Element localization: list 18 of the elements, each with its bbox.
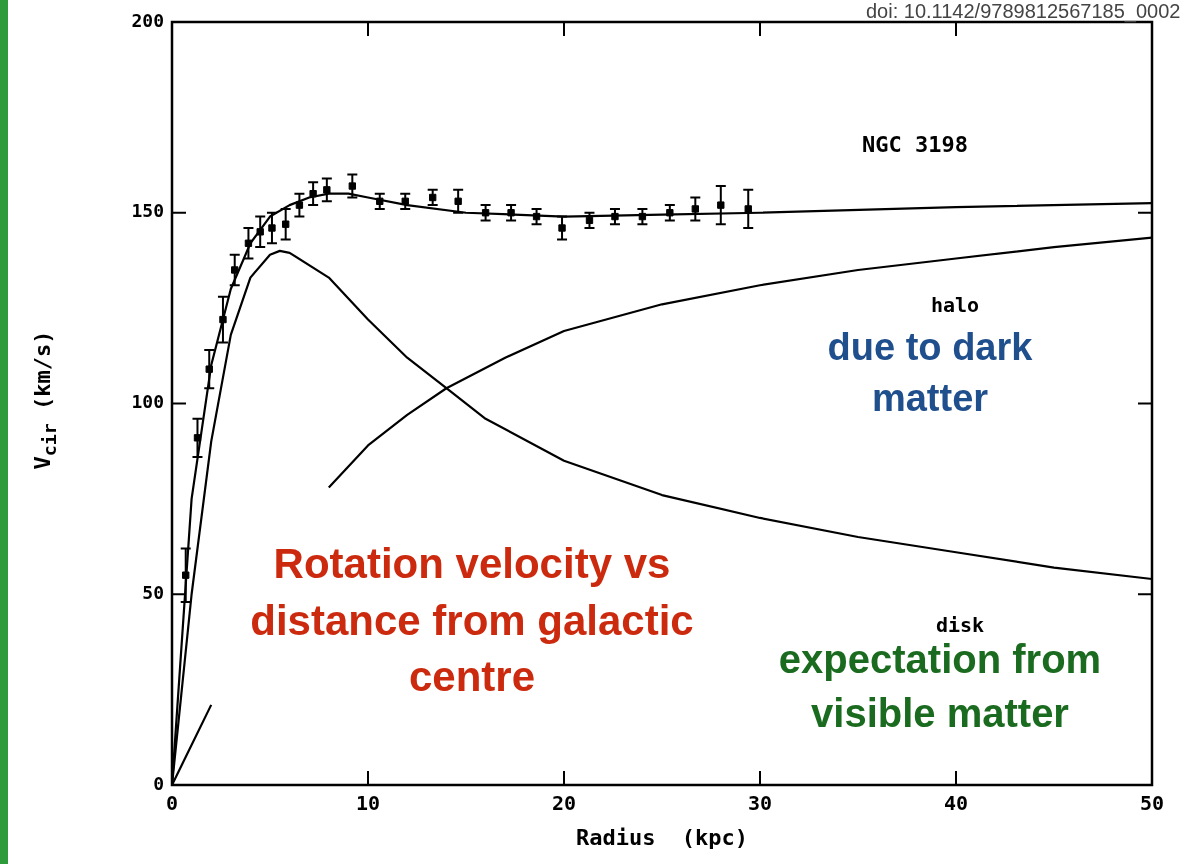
y-tick-label: 100 (131, 391, 164, 413)
x-tick-label: 10 (355, 791, 381, 816)
y-tick-label: 200 (131, 9, 164, 31)
annotation: disk (936, 612, 985, 639)
y-tick-label: 0 (153, 772, 164, 794)
y-tick-label: 50 (142, 581, 164, 603)
x-tick-label: 40 (943, 791, 969, 816)
x-axis-title: Radius (kpc) (575, 824, 749, 850)
y-tick-label: 150 (131, 200, 164, 222)
annotation: expectation from visible matter (777, 636, 1103, 737)
x-tick-label: 30 (747, 791, 773, 816)
annotation: Rotation velocity vs distance from galactic centre (237, 532, 707, 711)
x-tick-label: 50 (1139, 791, 1165, 816)
annotation: halo (931, 292, 980, 319)
annotation: doi: 10.1142/9789812567185_0002 (866, 0, 1181, 25)
annotation: due to dark matter (826, 325, 1034, 422)
x-tick-label: 20 (551, 791, 577, 816)
annotation: NGC 3198 (862, 131, 968, 159)
